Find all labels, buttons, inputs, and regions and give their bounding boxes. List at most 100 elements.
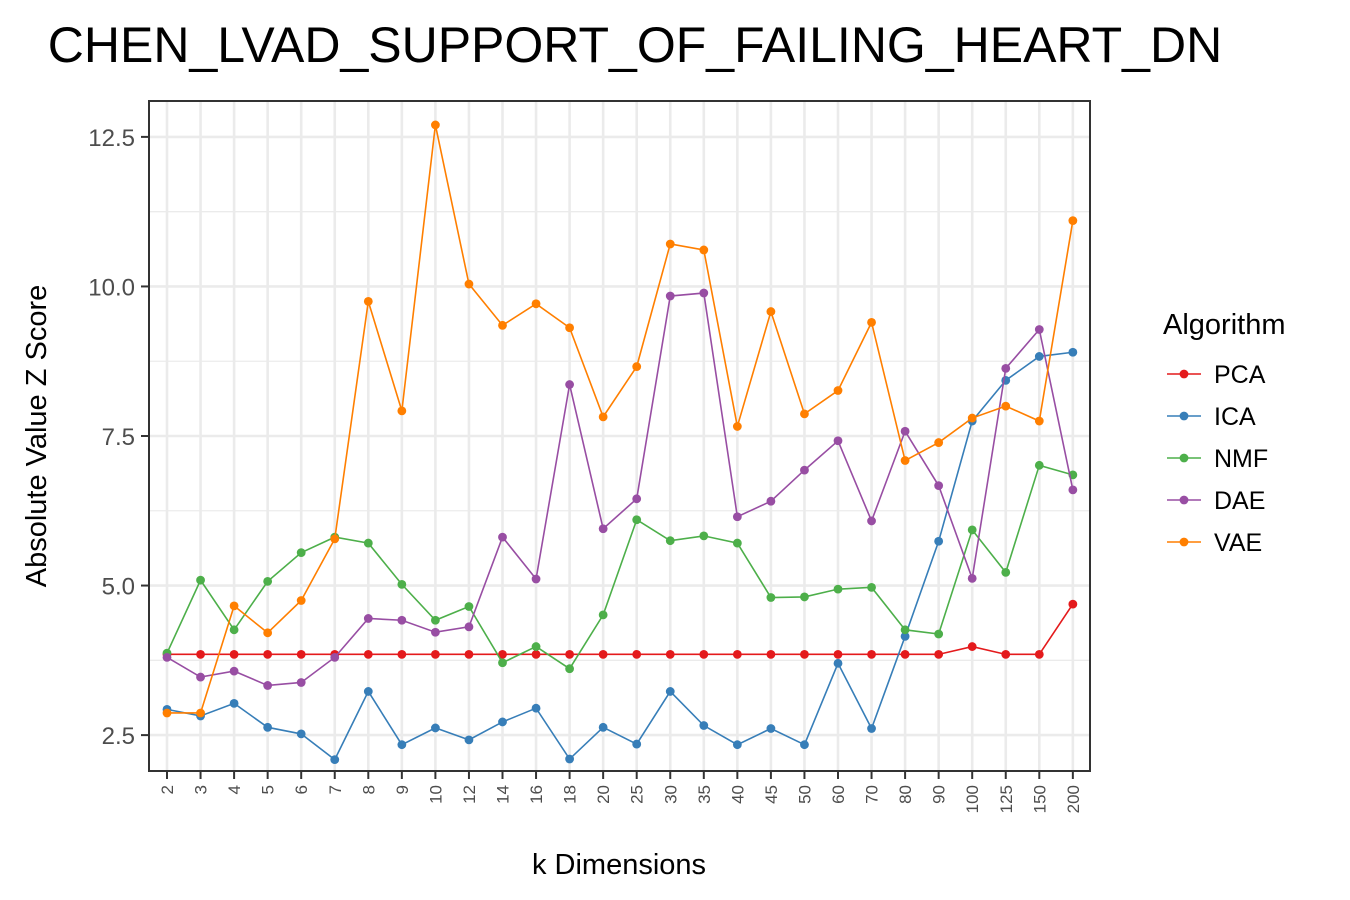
pca-point: [967, 642, 977, 651]
x-tick-label: 40: [728, 785, 747, 804]
pca-point: [766, 649, 776, 659]
vae-point: [531, 299, 541, 309]
dae-series-line: [166, 292, 1074, 687]
vae-point: [229, 601, 239, 611]
nmf-point: [1001, 567, 1011, 577]
x-tick-label: 25: [628, 785, 647, 804]
series-layer: [162, 120, 1078, 765]
dae-point: [900, 426, 910, 436]
ica-point: [800, 740, 809, 750]
nmf-point: [531, 642, 541, 651]
vae-point: [732, 422, 742, 431]
y-tick-label: 12.5: [88, 125, 135, 152]
vae-point: [665, 239, 675, 249]
x-tick-label: 7: [326, 785, 345, 794]
dae-point: [263, 681, 273, 690]
ica-point: [732, 740, 742, 750]
vae-point: [598, 412, 608, 422]
nmf-point: [263, 576, 273, 586]
pca-point: [632, 649, 642, 659]
ica-point: [1068, 347, 1078, 357]
x-tick-label: 80: [896, 785, 915, 804]
vae-point: [196, 708, 205, 718]
ica-point: [1034, 352, 1044, 361]
x-tick-label: 35: [695, 785, 714, 804]
pca-point: [1034, 649, 1044, 659]
nmf-point: [934, 629, 944, 639]
x-axis: 2 3 4 5 6 7 8 9 10 12 14 16 18 20 25 30 35 40 45 50 60 70 80 90…: [158, 771, 1083, 813]
dae-point: [967, 573, 977, 583]
x-tick-label: 125: [997, 785, 1016, 813]
y-tick-label: 10.0: [88, 274, 135, 301]
ica-point: [531, 703, 541, 713]
pca-point: [598, 649, 608, 659]
nmf-point: [867, 582, 876, 592]
vae-point: [330, 534, 340, 544]
nmf-point: [967, 525, 977, 535]
vae-point: [464, 279, 474, 289]
legend-key-vae-point: [1179, 537, 1189, 547]
pca-point: [431, 649, 440, 659]
legend-title: Algorithm: [1163, 309, 1286, 341]
pca-point: [531, 649, 541, 659]
dae-point: [464, 622, 474, 632]
ica-point: [363, 687, 373, 696]
x-tick-label: 100: [963, 785, 982, 813]
nmf-point: [363, 538, 373, 548]
legend-label-vae: VAE: [1214, 529, 1262, 557]
dae-point: [867, 516, 876, 526]
pca-point: [934, 649, 944, 659]
ica-point: [565, 754, 574, 764]
pca-point: [665, 649, 675, 659]
vae-point: [699, 245, 709, 255]
vae-point: [363, 297, 373, 306]
nmf-point: [800, 592, 809, 602]
pca-point: [296, 649, 306, 659]
dae-point: [498, 532, 507, 542]
dae-point: [296, 678, 306, 687]
nmf-point: [1034, 460, 1044, 470]
vae-point: [1001, 401, 1011, 411]
nmf-point: [900, 625, 910, 635]
pca-point: [565, 649, 574, 659]
vae-point: [867, 317, 876, 327]
dae-point: [330, 652, 340, 662]
x-tick-label: 8: [359, 785, 378, 794]
legend-label-dae: DAE: [1214, 487, 1265, 515]
y-tick-label: 2.5: [102, 723, 135, 750]
ica-point: [665, 687, 675, 696]
ica-series-line: [166, 351, 1073, 761]
dae-point: [196, 672, 205, 682]
nmf-point: [431, 615, 440, 625]
x-tick-label: 90: [930, 785, 949, 804]
pca-point: [732, 649, 742, 659]
x-tick-label: 200: [1064, 785, 1083, 813]
ica-point: [598, 722, 608, 732]
dae-point: [229, 666, 239, 676]
dae-point: [934, 481, 944, 491]
ica-point: [229, 699, 239, 708]
nmf-point: [565, 664, 574, 674]
x-tick-label: 5: [259, 785, 278, 794]
dae-point: [800, 465, 809, 475]
x-tick-label: 9: [393, 785, 412, 794]
pca-point: [867, 649, 876, 659]
pca-point: [229, 649, 239, 659]
nmf-series-line: [166, 464, 1074, 670]
vae-point: [565, 323, 574, 333]
vae-point: [162, 708, 172, 718]
vae-point: [1034, 416, 1044, 426]
nmf-point: [766, 593, 776, 602]
vae-point: [967, 413, 977, 423]
ica-point: [498, 717, 507, 727]
pca-point: [1001, 649, 1011, 659]
x-tick-label: 45: [762, 785, 781, 804]
pca-point: [1068, 599, 1078, 609]
ica-point: [397, 740, 407, 750]
major-gridlines: [149, 101, 1090, 771]
x-tick-label: 6: [292, 785, 311, 794]
x-tick-label: 18: [561, 785, 580, 804]
x-tick-label: 70: [863, 785, 882, 804]
dae-point: [699, 288, 709, 298]
